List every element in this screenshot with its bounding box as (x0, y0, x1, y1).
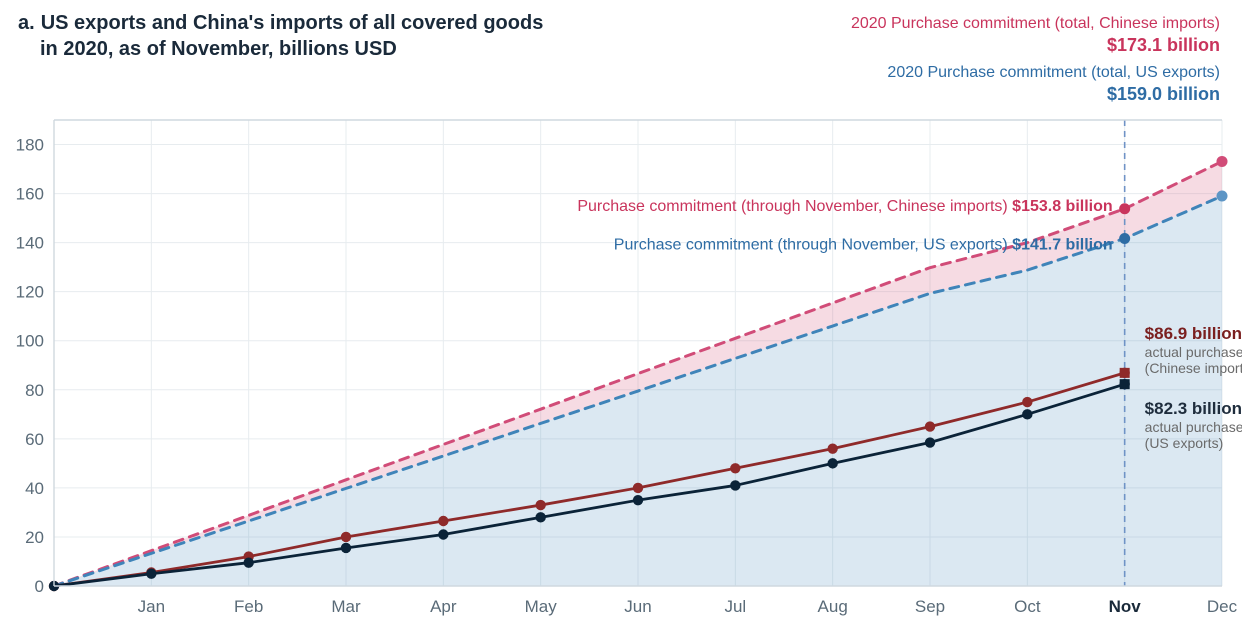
actual-label-us-sub2: (US exports) (1145, 435, 1224, 451)
x-tick-label: Sep (915, 597, 945, 616)
series-actual-cn-marker (438, 516, 448, 526)
x-tick-label: May (525, 597, 558, 616)
x-tick-label: Oct (1014, 597, 1041, 616)
y-tick-label: 140 (16, 234, 44, 253)
series-actual-cn-marker (633, 483, 643, 493)
chart-svg: 0 20 40 60 80 100 120 140 160 180 Jan Feb Mar Apr May J… (0, 0, 1242, 633)
end-dot-cn_total (1217, 156, 1228, 167)
y-tick-label: 160 (16, 185, 44, 204)
end-dot-us_nov (1119, 233, 1130, 244)
y-tick-label: 100 (16, 332, 44, 351)
x-tick-label: Dec (1207, 597, 1238, 616)
series-actual-us-marker (243, 558, 253, 568)
end-square-cn_act (1120, 368, 1130, 378)
actual-label-cn-value: $86.9 billion (1145, 324, 1242, 343)
actual-label-us-value: $82.3 billion (1145, 399, 1242, 418)
series-actual-us-marker (438, 529, 448, 539)
y-tick-label: 120 (16, 283, 44, 302)
actual-label-cn-sub1: actual purchases, (1145, 344, 1242, 360)
series-actual-us-marker (925, 437, 935, 447)
x-tick-label: Jun (624, 597, 651, 616)
y-tick-label: 180 (16, 136, 44, 155)
series-actual-cn-marker (730, 463, 740, 473)
series-actual-cn-marker (827, 443, 837, 453)
end-square-us_act (1120, 379, 1130, 389)
x-tick-label: Apr (430, 597, 457, 616)
y-tick-label: 20 (25, 528, 44, 547)
end-dot-cn_nov (1119, 203, 1130, 214)
series-actual-us-marker (827, 458, 837, 468)
x-tick-label: Aug (818, 597, 848, 616)
series-actual-us-marker (730, 480, 740, 490)
y-tick-label: 0 (35, 577, 44, 596)
x-tick-label: Mar (331, 597, 361, 616)
mid-label-us-nov: Purchase commitment (through November, U… (614, 236, 1113, 253)
y-tick-label: 40 (25, 479, 44, 498)
series-actual-cn-marker (341, 532, 351, 542)
series-actual-us-marker (535, 512, 545, 522)
series-actual-us-marker (341, 543, 351, 553)
x-tick-label: Jul (724, 597, 746, 616)
y-tick-label: 80 (25, 381, 44, 400)
x-tick-label: Feb (234, 597, 263, 616)
series-actual-cn-marker (535, 500, 545, 510)
chart-root: a.US exports and China's imports of all … (0, 0, 1242, 633)
actual-label-us-sub1: actual purchases, (1145, 419, 1242, 435)
series-actual-us-marker (146, 569, 156, 579)
actual-label-cn-sub2: (Chinese imports) (1145, 360, 1242, 376)
series-actual-cn-marker (925, 421, 935, 431)
series-actual-us-marker (633, 495, 643, 505)
y-tick-label: 60 (25, 430, 44, 449)
x-tick-label: Nov (1109, 597, 1142, 616)
end-dot-us_total (1217, 191, 1228, 202)
series-actual-us-marker (1022, 409, 1032, 419)
x-tick-label: Jan (138, 597, 165, 616)
series-actual-cn-marker (1022, 397, 1032, 407)
mid-label-cn-nov: Purchase commitment (through November, C… (577, 198, 1112, 215)
